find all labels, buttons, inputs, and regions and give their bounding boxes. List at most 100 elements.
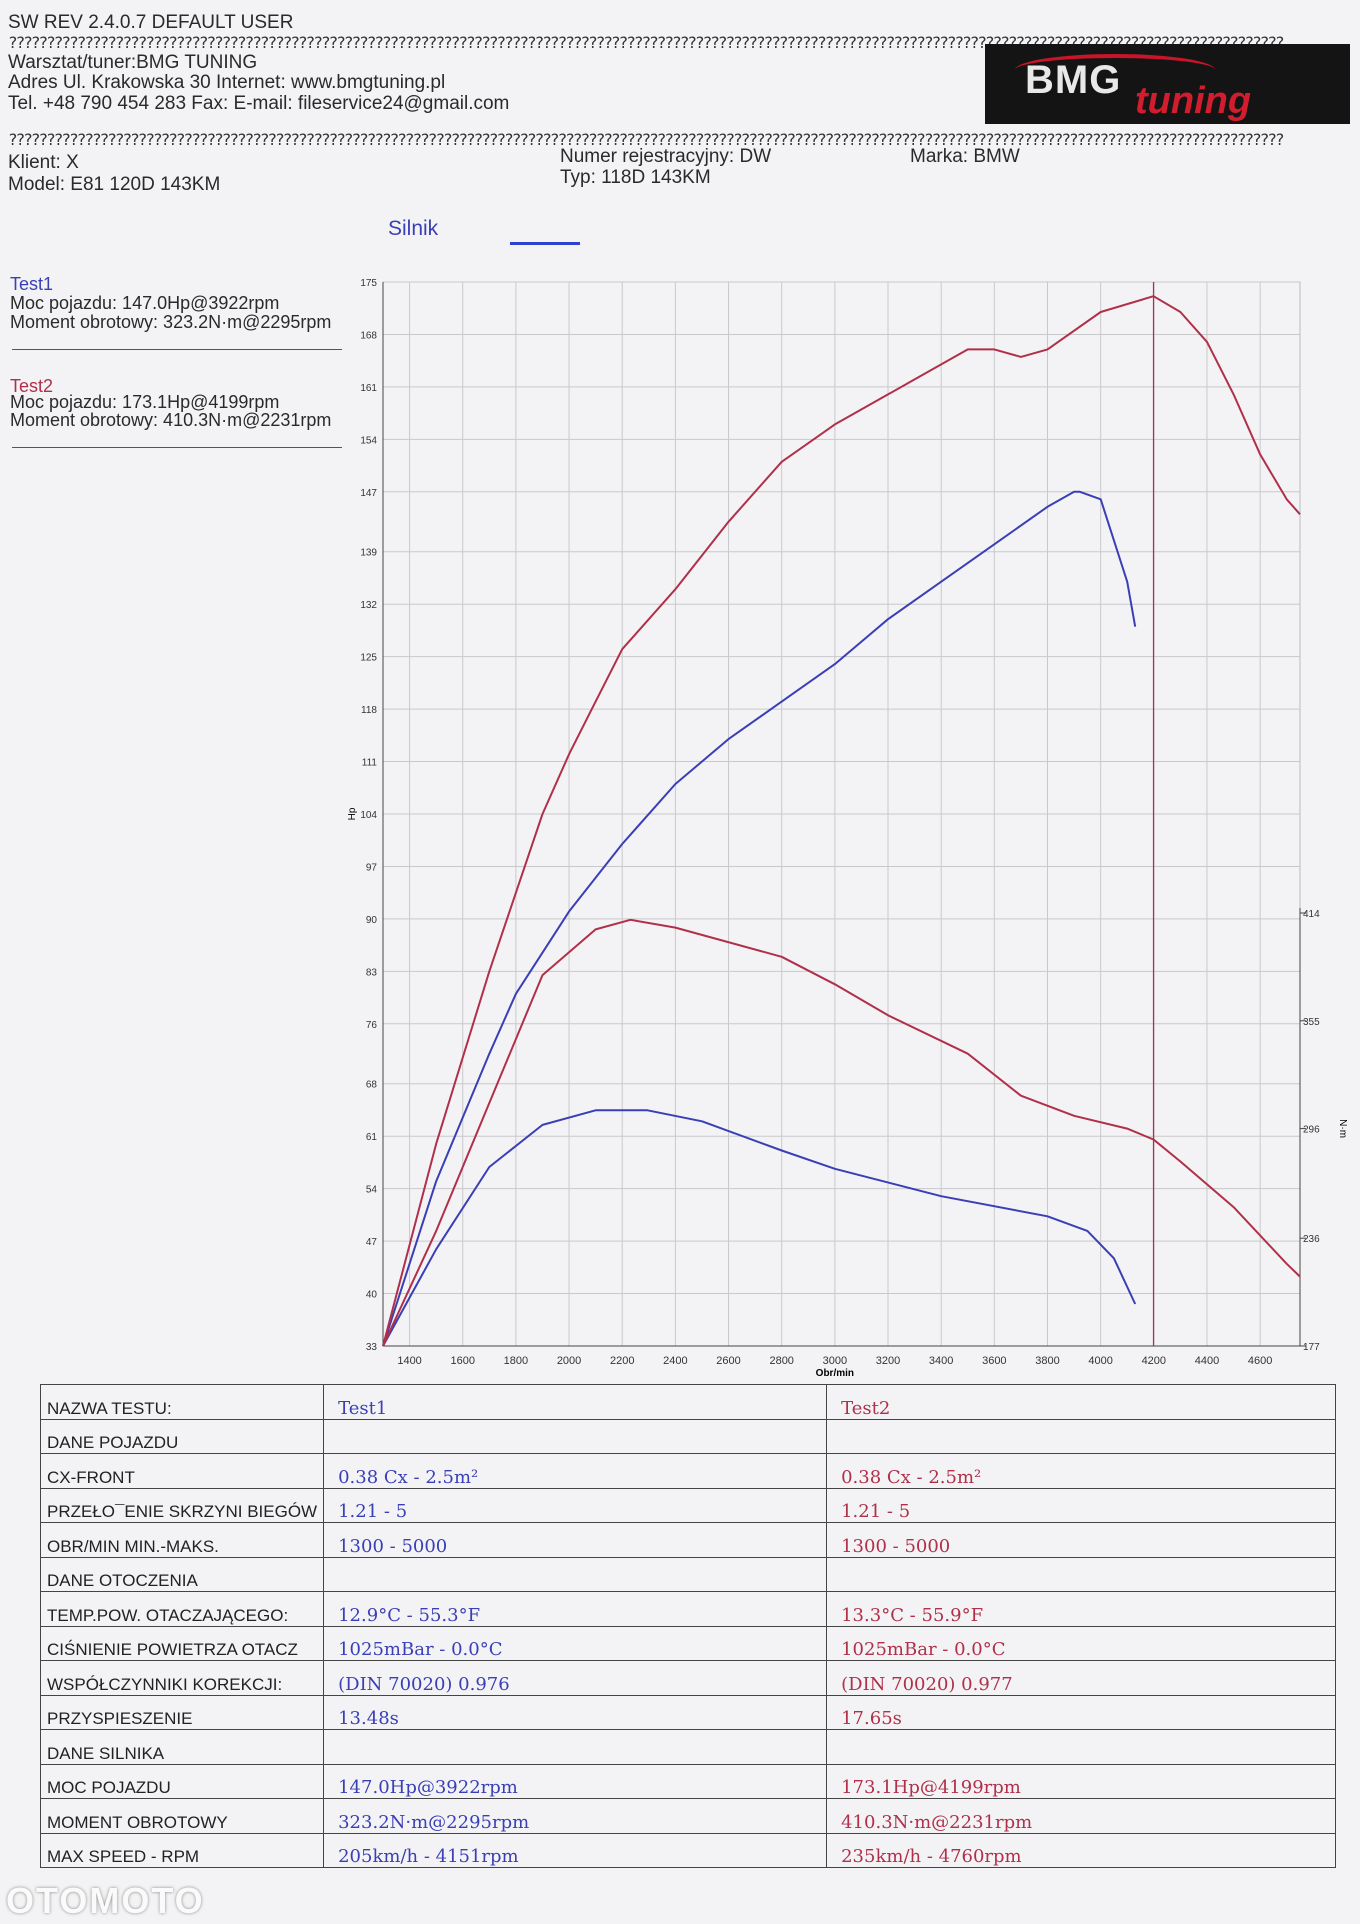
dyno-chart: 1400 1600 1800 2000 2200 2400 2600 2800 3000 3200… <box>347 278 1348 1379</box>
x-tick-label: 4400 <box>1195 1355 1219 1367</box>
table-cell-label: PRZYSPIESZENIE <box>39 1694 325 1730</box>
table-row: DANE SILNIKA <box>39 1729 1336 1765</box>
table-cell-test2: Test2 <box>826 1384 1336 1420</box>
table-cell-test1 <box>323 1556 828 1592</box>
table-cell-label: OBR/MIN MIN.-MAKS. <box>39 1522 325 1558</box>
y-tick-label: 40 <box>366 1290 378 1301</box>
table-cell-test1 <box>323 1418 828 1454</box>
table-cell-label: TEMP.POW. OTACZAJĄCEGO: <box>39 1591 325 1627</box>
chart-grid <box>382 281 1301 1347</box>
table-cell-test1: 205km/h - 4151rpm <box>323 1832 828 1868</box>
y-tick-label: 54 <box>366 1185 378 1196</box>
table-cell-test1 <box>323 1729 828 1765</box>
x-tick-label: 1800 <box>504 1355 528 1367</box>
table-row: MOC POJAZDU 147.0Hp@3922rpm 173.1Hp@4199rp… <box>39 1763 1336 1799</box>
table-cell-test1: 1025mBar - 0.0°C <box>323 1625 828 1661</box>
table-cell-test1: 323.2N·m@2295rpm <box>323 1798 828 1834</box>
y-tick-label: 161 <box>360 383 377 394</box>
y-tick-label: 139 <box>360 548 377 559</box>
y2-tick-label: 296 <box>1303 1125 1320 1136</box>
model-label: Model: E81 120D 143KM <box>8 174 221 195</box>
table-cell-test2: 1025mBar - 0.0°C <box>826 1625 1336 1661</box>
table-row: PRZEŁO¯ENIE SKRZYNI BIEGÓW 1.21 - 5 1.21 -… <box>39 1487 1336 1523</box>
chart-title-swatch <box>510 242 580 245</box>
table-cell-label: MOC POJAZDU <box>39 1763 325 1799</box>
table-cell-label: DANE SILNIKA <box>39 1729 325 1765</box>
table-row: TEMP.POW. OTACZAJĄCEGO: 12.9°C - 55.3°F 13… <box>39 1591 1336 1627</box>
y-tick-label: 147 <box>360 488 377 499</box>
legend-divider-1 <box>12 349 342 350</box>
y-tick-label: 168 <box>360 330 377 341</box>
x-tick-label: 3200 <box>876 1355 900 1367</box>
y2-tick-label: 177 <box>1303 1342 1320 1353</box>
y-tick-label: 83 <box>366 967 378 978</box>
x-tick-label: 2000 <box>557 1355 581 1367</box>
bmg-tuning-logo: BMG tuning <box>985 44 1350 124</box>
x-tick-label: 2400 <box>663 1355 687 1367</box>
legend-test2-power: Moc pojazdu: 173.1Hp@4199rpm <box>10 392 280 412</box>
x-tick-label: 1600 <box>450 1355 474 1367</box>
table-cell-test2 <box>826 1556 1336 1592</box>
table-row: DANE OTOCZENIA <box>39 1556 1336 1592</box>
y-tick-label: 90 <box>366 915 378 926</box>
table-cell-test1: Test1 <box>323 1384 828 1420</box>
workshop-contact: Tel. +48 790 454 283 Fax: E-mail: filese… <box>8 93 510 114</box>
table-cell-test1: 1300 - 5000 <box>323 1522 828 1558</box>
table-cell-test1: (DIN 70020) 0.976 <box>323 1660 828 1696</box>
test-data-table: NAZWA TESTU: Test1 Test2 DANE POJAZDU CX-FRO… <box>39 1384 1336 1868</box>
test1-torque-line <box>382 1109 1137 1347</box>
chart-series <box>382 282 1301 1347</box>
table-cell-test2: 1300 - 5000 <box>826 1522 1336 1558</box>
table-cell-test1: 147.0Hp@3922rpm <box>323 1763 828 1799</box>
table-cell-label: MOMENT OBROTOWY <box>39 1798 325 1834</box>
x-tick-label: 2200 <box>610 1355 634 1367</box>
y-tick-label: 68 <box>366 1080 378 1091</box>
table-cell-test1: 1.21 - 5 <box>323 1487 828 1523</box>
y-tick-label: 125 <box>360 653 377 664</box>
header-separator-top: ????????????????????????????????????????… <box>8 33 1285 49</box>
workshop-name: Warsztat/tuner:BMG TUNING <box>8 52 258 73</box>
client-label: Klient: X <box>8 152 79 173</box>
table-cell-test2: 410.3N·m@2231rpm <box>826 1798 1336 1834</box>
legend-test1-name: Test1 <box>10 274 54 294</box>
x-tick-label: 4000 <box>1088 1355 1112 1367</box>
logo-text: BMG <box>1025 58 1122 102</box>
table-cell-label: MAX SPEED - RPM <box>39 1832 325 1868</box>
y-axis-label: Hp <box>347 807 358 820</box>
legend-divider-2 <box>12 447 342 448</box>
x-tick-label: 4600 <box>1248 1355 1272 1367</box>
x-tick-label: 3400 <box>929 1355 953 1367</box>
table-row: OBR/MIN MIN.-MAKS. 1300 - 5000 1300 - 5000 <box>39 1522 1336 1558</box>
legend-test2-name: Test2 <box>10 376 54 396</box>
y-tick-label: 33 <box>366 1342 378 1353</box>
x-tick-label: 4200 <box>1142 1355 1166 1367</box>
table-cell-label: WSPÓŁCZYNNIKI KOREKCJI: <box>39 1660 325 1696</box>
table-row: CX-FRONT 0.38 Cx - 2.5m² 0.38 Cx - 2.5m² <box>39 1453 1336 1489</box>
y-tick-label: 97 <box>366 862 378 873</box>
test2-torque-line <box>382 918 1301 1347</box>
x-tick-label: 3800 <box>1035 1355 1059 1367</box>
x-tick-label: 2600 <box>716 1355 740 1367</box>
y-tick-label: 47 <box>366 1237 378 1248</box>
y-tick-label: 154 <box>360 435 377 446</box>
y2-axis-label: N·m <box>1337 1119 1348 1138</box>
table-cell-test2 <box>826 1418 1336 1454</box>
table-cell-label: CIŚNIENIE POWIETRZA OTACZ <box>39 1625 325 1661</box>
x-tick-label: 3600 <box>982 1355 1006 1367</box>
table-cell-test2: 1.21 - 5 <box>826 1487 1336 1523</box>
y-tick-label: 118 <box>361 705 377 716</box>
type-label: Typ: 118D 143KM <box>560 167 711 188</box>
table-cell-test2: 235km/h - 4760rpm <box>826 1832 1336 1868</box>
y-tick-label: 76 <box>366 1020 378 1031</box>
logo-subtext: tuning <box>1135 80 1252 122</box>
table-cell-test2: 0.38 Cx - 2.5m² <box>826 1453 1336 1489</box>
table-header-row: NAZWA TESTU: Test1 Test2 <box>39 1384 1336 1420</box>
table-cell-test1: 0.38 Cx - 2.5m² <box>323 1453 828 1489</box>
y-tick-label: 111 <box>362 758 378 769</box>
registration-label: Numer rejestracyjny: DW <box>560 146 772 167</box>
table-cell-label: DANE POJAZDU <box>39 1418 325 1454</box>
table-cell-test2: 173.1Hp@4199rpm <box>826 1763 1336 1799</box>
table-row: PRZYSPIESZENIE 13.48s 17.65s <box>39 1694 1336 1730</box>
y-tick-label: 104 <box>360 810 377 821</box>
table-cell-test2: (DIN 70020) 0.977 <box>826 1660 1336 1696</box>
